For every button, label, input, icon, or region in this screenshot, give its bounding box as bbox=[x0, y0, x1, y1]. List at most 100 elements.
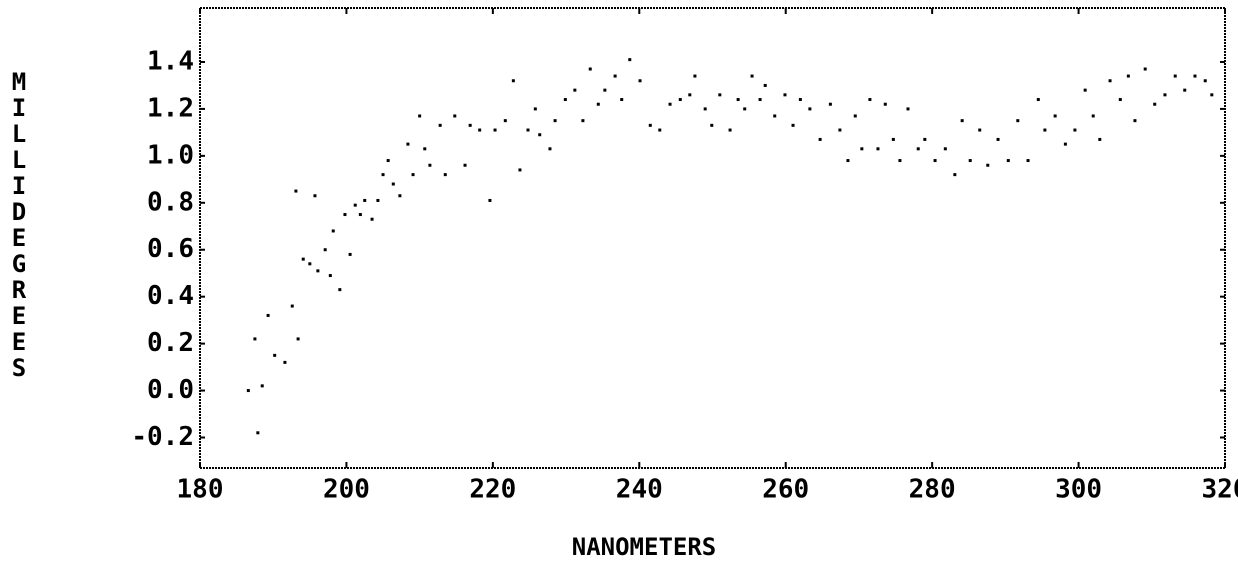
data-point bbox=[1183, 88, 1187, 92]
data-point bbox=[478, 128, 482, 132]
data-point bbox=[763, 83, 767, 87]
data-point bbox=[370, 217, 374, 221]
data-point bbox=[443, 173, 447, 177]
data-point bbox=[1006, 159, 1010, 163]
x-tick-label: 180 bbox=[177, 475, 224, 505]
data-point bbox=[406, 142, 410, 146]
data-point bbox=[1153, 102, 1157, 106]
data-point bbox=[253, 337, 257, 341]
data-point bbox=[996, 137, 1000, 141]
x-tick-label: 220 bbox=[469, 475, 516, 505]
data-point bbox=[411, 173, 415, 177]
data-point bbox=[648, 123, 652, 127]
y-tick-label: 1.4 bbox=[147, 46, 194, 76]
data-point bbox=[294, 189, 298, 193]
plot-frame bbox=[199, 7, 1226, 469]
data-point bbox=[1203, 79, 1207, 83]
data-point bbox=[838, 128, 842, 132]
data-point bbox=[876, 147, 880, 151]
data-point bbox=[493, 128, 497, 132]
data-point bbox=[316, 269, 320, 273]
y-tick-label: 0.6 bbox=[147, 234, 194, 264]
data-point bbox=[581, 119, 585, 123]
data-point bbox=[246, 389, 250, 393]
data-point bbox=[808, 107, 812, 111]
data-point bbox=[933, 159, 937, 163]
data-point bbox=[363, 198, 367, 202]
data-point bbox=[960, 119, 964, 123]
data-point bbox=[468, 123, 472, 127]
data-point bbox=[868, 98, 872, 102]
data-point bbox=[331, 229, 335, 233]
data-point bbox=[283, 360, 287, 364]
data-point bbox=[693, 74, 697, 78]
y-tick-label: 0.4 bbox=[147, 281, 194, 311]
data-point bbox=[783, 93, 787, 97]
data-point bbox=[658, 128, 662, 132]
y-tick-label: -0.2 bbox=[131, 422, 194, 452]
data-point bbox=[418, 114, 422, 118]
y-tick-label: 1.2 bbox=[147, 93, 194, 123]
data-point bbox=[846, 159, 850, 163]
data-point bbox=[511, 79, 515, 83]
data-point bbox=[553, 119, 557, 123]
data-point bbox=[1016, 119, 1020, 123]
data-point bbox=[728, 128, 732, 132]
data-point bbox=[613, 74, 617, 78]
data-point bbox=[1053, 114, 1057, 118]
data-point bbox=[376, 198, 380, 202]
data-point bbox=[573, 88, 577, 92]
data-point bbox=[290, 304, 294, 308]
data-point bbox=[1043, 128, 1047, 132]
data-point bbox=[596, 102, 600, 106]
data-point bbox=[353, 203, 357, 207]
data-point bbox=[386, 159, 390, 163]
data-point bbox=[313, 194, 317, 198]
data-point bbox=[308, 262, 312, 266]
data-point bbox=[1118, 98, 1122, 102]
data-point bbox=[668, 102, 672, 106]
data-point bbox=[588, 67, 592, 71]
data-point bbox=[853, 114, 857, 118]
data-point bbox=[818, 137, 822, 141]
y-tick-label: 0.2 bbox=[147, 328, 194, 358]
data-point bbox=[891, 137, 895, 141]
data-point bbox=[758, 98, 762, 102]
data-point bbox=[518, 168, 522, 172]
data-point bbox=[943, 147, 947, 151]
x-tick-label: 240 bbox=[616, 475, 663, 505]
data-point bbox=[791, 123, 795, 127]
data-point bbox=[703, 107, 707, 111]
y-tick-label: 0.0 bbox=[147, 375, 194, 405]
data-point bbox=[620, 98, 624, 102]
data-point bbox=[750, 74, 754, 78]
data-point bbox=[710, 123, 714, 127]
data-point bbox=[1133, 119, 1137, 123]
y-tick-label: 0.8 bbox=[147, 187, 194, 217]
data-point bbox=[828, 102, 832, 106]
data-point bbox=[343, 213, 347, 217]
data-point bbox=[526, 128, 530, 132]
data-point bbox=[348, 252, 352, 256]
data-point bbox=[323, 248, 327, 252]
data-point bbox=[773, 114, 777, 118]
data-point bbox=[301, 257, 305, 261]
data-point bbox=[743, 107, 747, 111]
y-tick-label: 1.0 bbox=[147, 140, 194, 170]
data-point bbox=[296, 337, 300, 341]
data-point bbox=[453, 114, 457, 118]
data-point bbox=[1063, 142, 1067, 146]
data-point bbox=[736, 98, 740, 102]
data-point bbox=[338, 288, 342, 292]
data-point bbox=[798, 98, 802, 102]
data-point bbox=[1108, 79, 1112, 83]
data-point bbox=[718, 93, 722, 97]
data-point bbox=[538, 133, 542, 137]
x-tick-label: 320 bbox=[1202, 475, 1238, 505]
data-point bbox=[953, 173, 957, 177]
x-tick-label: 200 bbox=[323, 475, 370, 505]
data-point bbox=[688, 93, 692, 97]
data-point bbox=[1083, 88, 1087, 92]
data-point bbox=[463, 163, 467, 167]
data-point bbox=[1091, 114, 1095, 118]
